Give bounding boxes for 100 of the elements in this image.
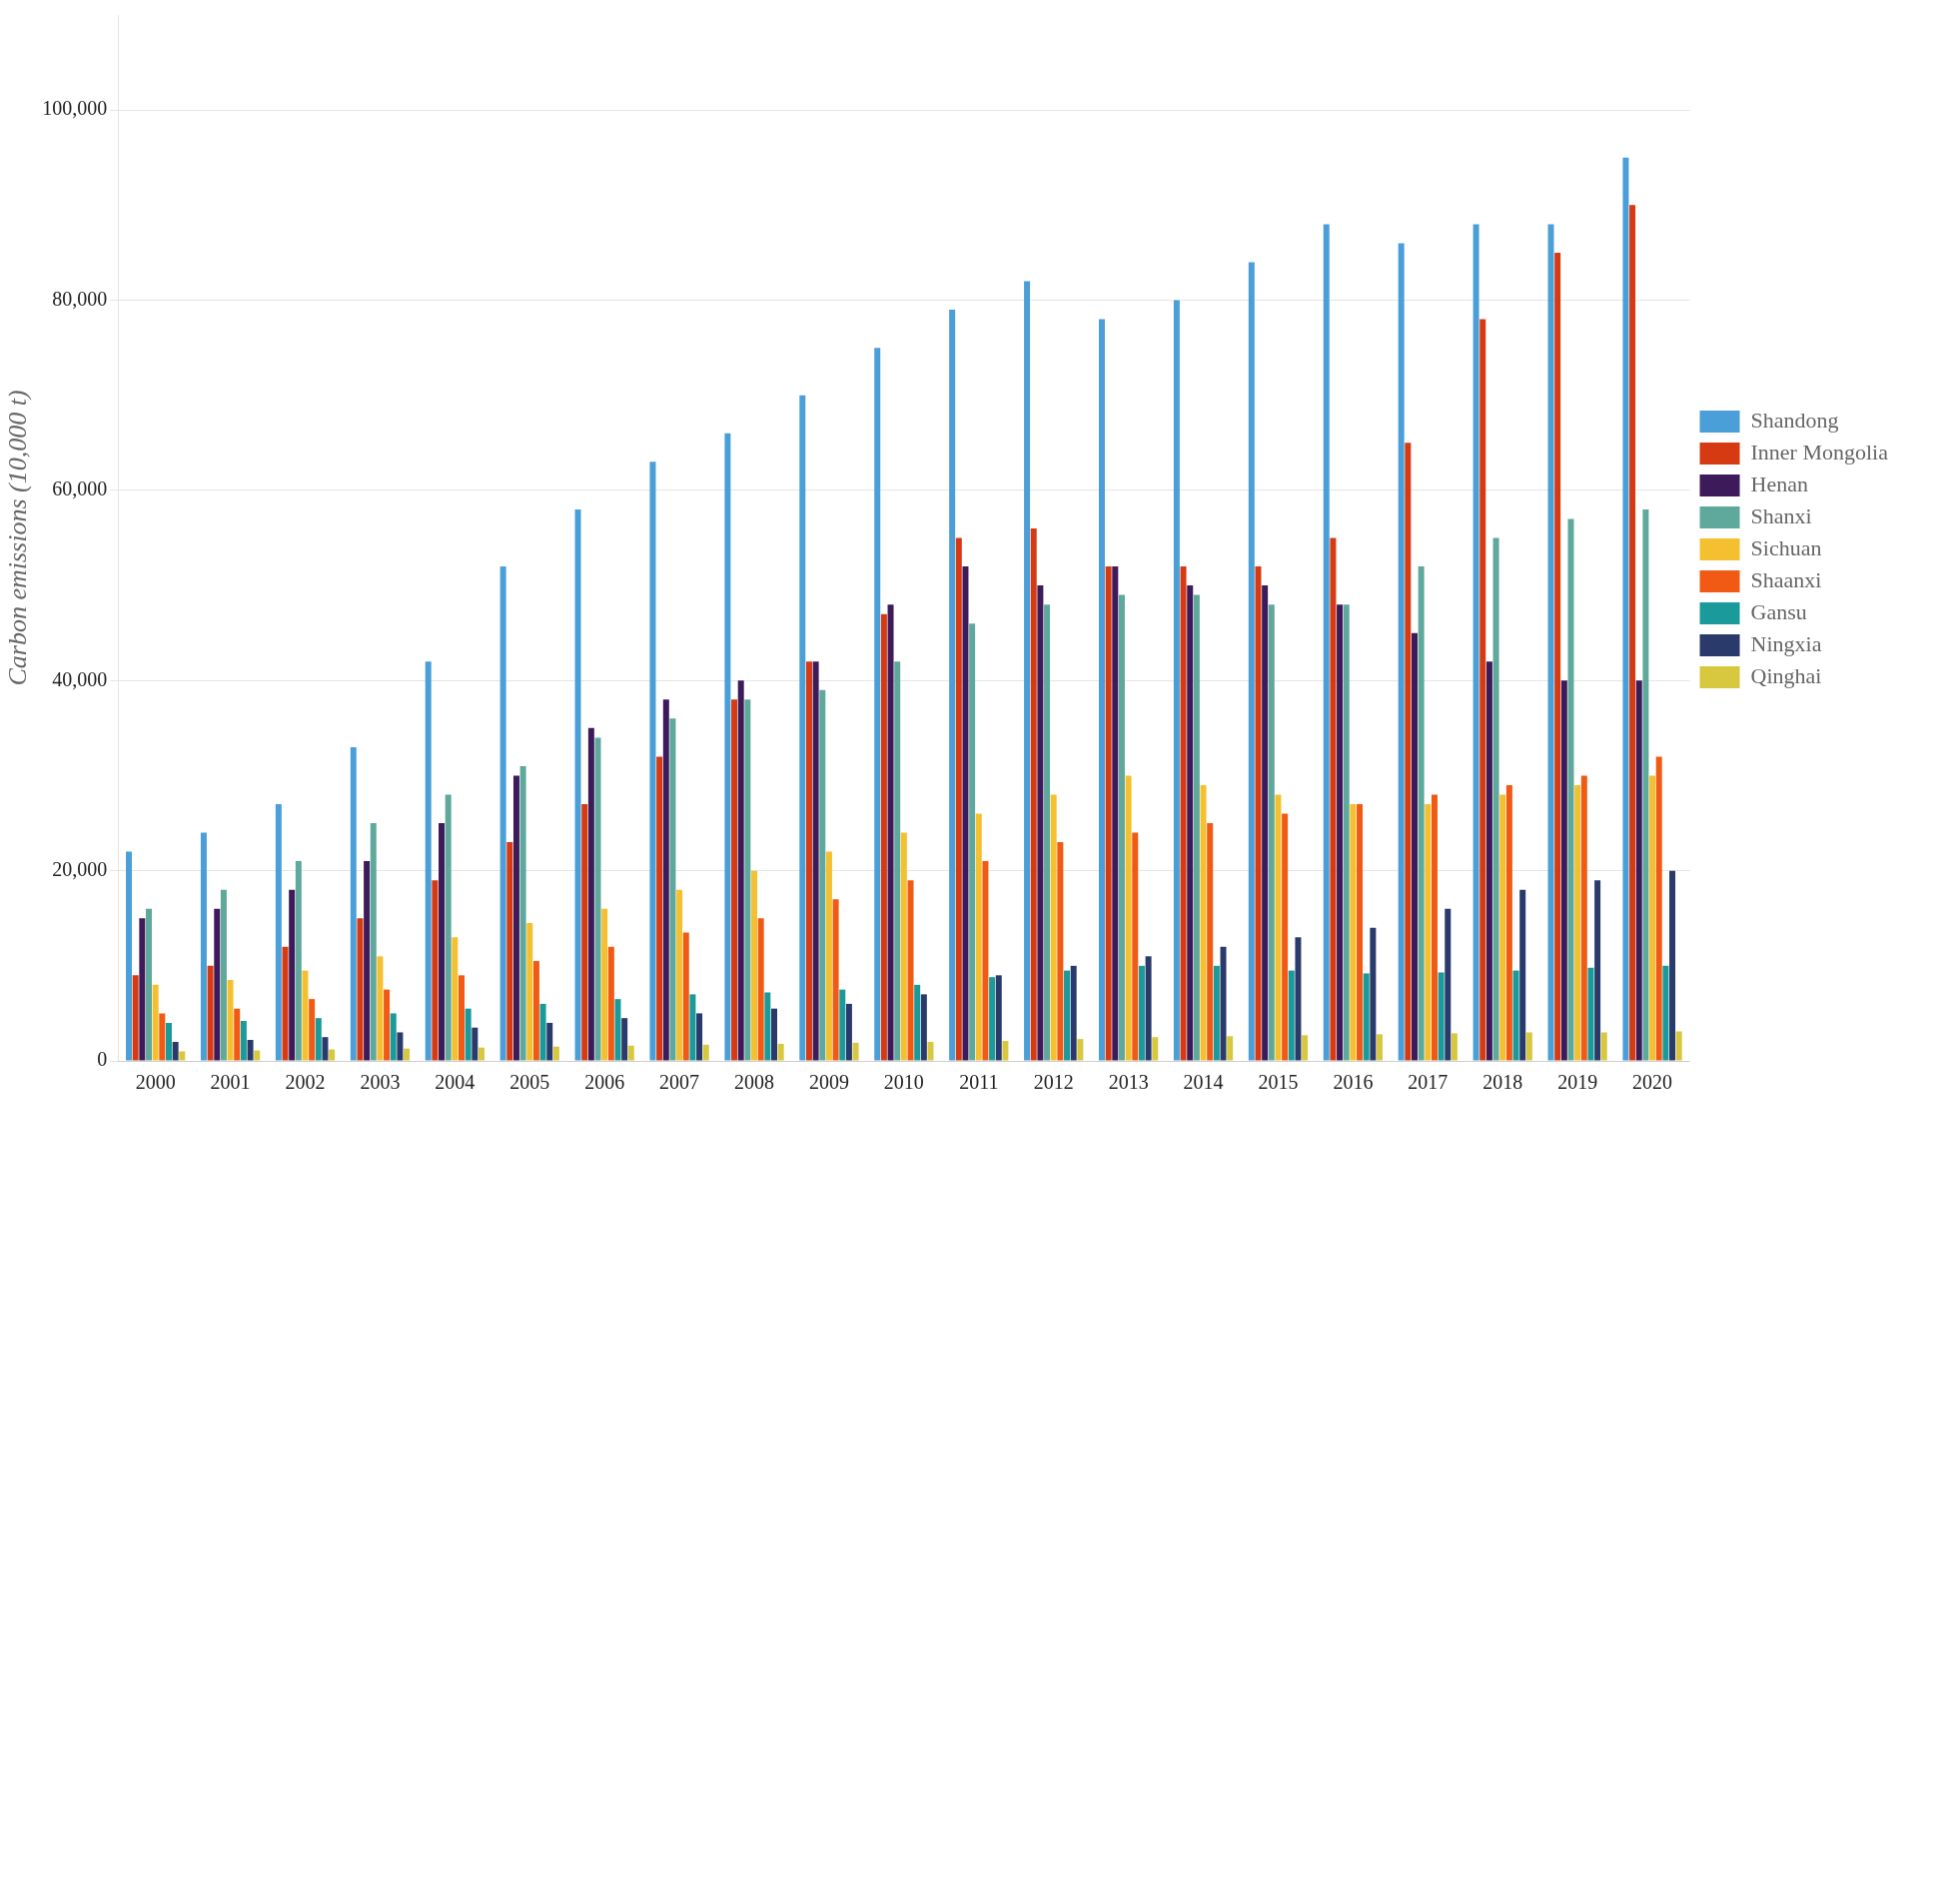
bar (1070, 965, 1077, 1061)
bar (955, 537, 962, 1061)
bar (1649, 775, 1656, 1061)
bar (126, 851, 133, 1061)
bar (478, 1047, 485, 1061)
bar (1642, 508, 1649, 1061)
bar (825, 851, 832, 1061)
x-tick-label: 2007 (659, 1071, 700, 1094)
x-tick-label: 2012 (1033, 1071, 1074, 1094)
bar (254, 1050, 261, 1061)
bar (452, 937, 459, 1061)
x-tick-label: 2000 (135, 1071, 176, 1094)
x-tick-label: 2005 (509, 1071, 550, 1094)
bar (179, 1051, 186, 1061)
legend-label: Shanxi (1750, 502, 1812, 528)
legend-label: Ningxia (1750, 630, 1822, 656)
y-tick-label: 100,000 (42, 97, 108, 120)
bar (1262, 585, 1269, 1061)
x-tick-label: 2010 (883, 1071, 924, 1094)
bar (329, 1049, 336, 1061)
bar (357, 918, 364, 1061)
bar (1050, 794, 1057, 1061)
x-tick-label: 2018 (1482, 1071, 1523, 1094)
bar (969, 623, 976, 1061)
bar (172, 1041, 179, 1061)
bar (594, 737, 601, 1061)
bar (1064, 970, 1071, 1061)
bar (1213, 965, 1220, 1061)
x-tick-label: 2009 (808, 1071, 849, 1094)
bar (289, 889, 296, 1061)
bar (702, 1044, 709, 1061)
bar (240, 1021, 247, 1061)
y-tick-label: 40,000 (52, 667, 108, 690)
bar (1323, 224, 1330, 1061)
bar (146, 908, 152, 1061)
bar (1187, 585, 1194, 1061)
bar (1425, 804, 1432, 1061)
bar (805, 661, 812, 1061)
bar (132, 975, 139, 1061)
bar (1282, 813, 1289, 1061)
x-tick-label: 2017 (1408, 1071, 1449, 1094)
bar (1418, 566, 1425, 1061)
bar (275, 804, 282, 1061)
bar (689, 994, 696, 1061)
bar (152, 984, 159, 1061)
bar (1145, 956, 1152, 1061)
bar (1118, 594, 1125, 1061)
bar (621, 1018, 628, 1061)
bar (1600, 1032, 1607, 1061)
bar (662, 699, 669, 1061)
x-tick-label: 2019 (1557, 1071, 1598, 1094)
bar (459, 975, 465, 1061)
bar (812, 661, 819, 1061)
bar (1343, 604, 1350, 1061)
bar (1675, 1031, 1682, 1061)
bar (165, 1022, 172, 1061)
bar (1057, 842, 1064, 1061)
bar (1138, 965, 1145, 1061)
legend-label: Gansu (1750, 598, 1807, 624)
bar (894, 661, 901, 1061)
bar (512, 775, 519, 1061)
bar (1505, 784, 1512, 1061)
bar (532, 961, 539, 1061)
bar (1002, 1041, 1009, 1061)
bar (1248, 262, 1255, 1061)
bar (1098, 319, 1105, 1061)
bar (845, 1003, 852, 1061)
bar (1220, 946, 1227, 1061)
bar (1662, 965, 1669, 1061)
bar (927, 1041, 934, 1061)
bar (1357, 804, 1364, 1061)
bar (649, 462, 656, 1061)
legend-label: Sichuan (1750, 534, 1822, 560)
bar (1132, 832, 1139, 1061)
bar (552, 1046, 559, 1061)
bar (1629, 205, 1636, 1061)
bar (1567, 518, 1574, 1061)
legend-label: Shaanxi (1750, 566, 1822, 592)
bar (1492, 537, 1499, 1061)
bar (1554, 252, 1561, 1061)
bar (757, 918, 764, 1061)
bar (1431, 794, 1438, 1061)
y-axis-title: Carbon emissions (10,000 t) (3, 390, 33, 686)
bar (880, 613, 887, 1061)
bar (751, 870, 758, 1061)
bar (1337, 604, 1344, 1061)
bar (832, 899, 839, 1061)
x-tick-label: 2015 (1258, 1071, 1299, 1094)
bar (627, 1045, 634, 1061)
bar (1635, 680, 1642, 1061)
bar (949, 310, 956, 1061)
bar (1580, 775, 1587, 1061)
bar (499, 566, 506, 1061)
bar (1451, 1033, 1458, 1061)
bar (962, 566, 969, 1061)
bar (1445, 908, 1452, 1061)
bar (1077, 1039, 1084, 1061)
y-tick-label: 80,000 (52, 287, 108, 310)
bar (390, 1013, 397, 1061)
legend-label: Qinghai (1750, 662, 1822, 688)
